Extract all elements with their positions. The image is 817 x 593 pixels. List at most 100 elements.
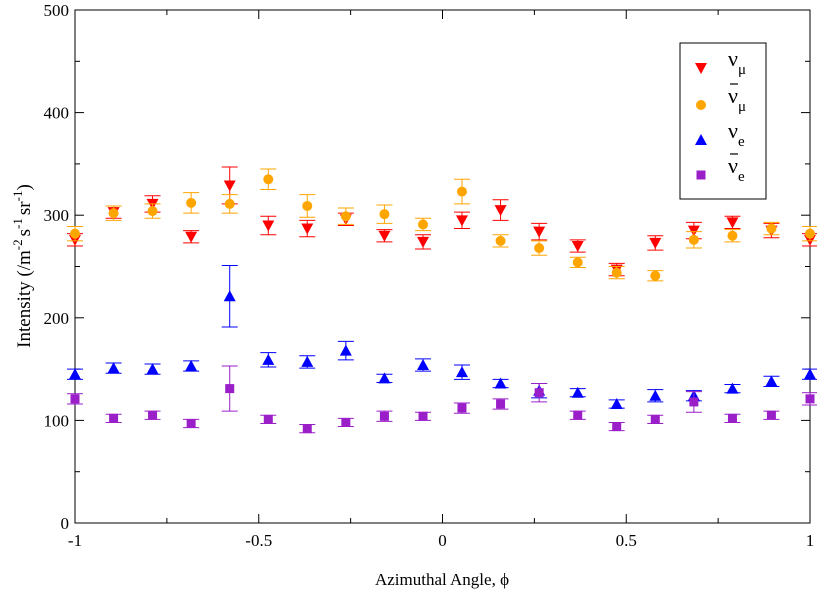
legend-marker: [696, 100, 706, 110]
data-point: [494, 377, 507, 389]
x-tick-label: 0.5: [616, 531, 637, 550]
data-point: [223, 180, 236, 192]
data-point: [456, 186, 467, 197]
legend-label-main: ν: [728, 83, 738, 108]
legend-label: νμ: [728, 46, 746, 78]
data-point: [302, 424, 312, 434]
data-point: [805, 228, 815, 239]
data-point: [495, 235, 506, 246]
x-tick-label: -1: [68, 531, 82, 550]
data-point: [340, 211, 351, 222]
data-point: [379, 209, 390, 220]
data-point: [224, 198, 235, 209]
legend-box: [679, 42, 767, 200]
data-point: [186, 418, 196, 428]
data-point: [650, 414, 660, 424]
x-tick-label: 1: [806, 531, 815, 550]
axis-ticks: -1 -0.5 0 0.5 1 0 100 200 300 400 500: [44, 1, 815, 550]
x-tick-label: -0.5: [245, 531, 272, 550]
data-point: [417, 358, 430, 370]
data-point: [804, 368, 816, 380]
data-point: [339, 344, 352, 356]
legend-label-main: ν: [728, 153, 738, 178]
legend-label-sub: e: [738, 134, 745, 150]
data-point: [571, 386, 584, 398]
data-point: [223, 290, 236, 302]
data-point: [766, 223, 777, 234]
data-point: [341, 417, 351, 427]
data-point: [108, 208, 119, 219]
y-axis-label-base: Intensity (/m: [14, 250, 35, 348]
legend-label-sub: μ: [738, 99, 746, 115]
data-series: [67, 166, 817, 434]
data-point: [650, 270, 661, 281]
data-point: [649, 389, 662, 401]
data-point: [262, 220, 275, 232]
data-point: [726, 217, 739, 229]
data-point: [379, 411, 389, 421]
legend-label-main: ν: [728, 46, 738, 71]
data-point: [612, 422, 622, 432]
data-point: [263, 174, 274, 185]
y-axis-label-sup2: -1: [10, 218, 25, 229]
y-axis-label-sup1: -2: [10, 239, 25, 250]
data-point: [107, 362, 120, 374]
legend-label-sub: e: [738, 169, 745, 185]
data-point: [301, 223, 314, 235]
data-point: [496, 399, 506, 409]
legend-marker: [696, 170, 706, 180]
legend-label-sub: μ: [738, 62, 746, 78]
y-axis-label-close: ): [14, 184, 35, 190]
data-point: [455, 366, 468, 378]
data-point: [727, 230, 738, 241]
data-point: [185, 360, 198, 372]
data-point: [766, 410, 776, 420]
x-tick-label: 0: [438, 531, 447, 550]
series-3: [67, 264, 817, 409]
data-point: [494, 205, 507, 217]
data-point: [263, 414, 273, 424]
data-point: [533, 226, 546, 238]
series-4: [67, 365, 817, 434]
data-point: [378, 230, 391, 242]
data-point: [689, 397, 699, 407]
data-point: [262, 353, 275, 365]
legend-label: νe: [728, 153, 745, 185]
data-point: [147, 206, 158, 217]
y-tick-label: 400: [44, 104, 70, 123]
data-point: [726, 382, 739, 394]
data-point: [611, 267, 622, 278]
legend-label: νe: [728, 118, 745, 150]
y-axis-label-sr: sr: [14, 201, 35, 215]
data-point: [610, 397, 623, 409]
data-point: [417, 236, 430, 248]
data-point: [302, 200, 313, 211]
y-tick-label: 100: [44, 411, 70, 430]
data-point: [457, 403, 467, 413]
data-point: [70, 228, 80, 239]
data-point: [70, 394, 80, 404]
data-point: [572, 257, 583, 268]
y-tick-label: 0: [61, 514, 70, 533]
legend-label-main: ν: [728, 118, 738, 143]
data-point: [571, 240, 584, 252]
data-point: [727, 413, 737, 423]
data-point: [455, 215, 468, 227]
legend-label: νμ: [728, 83, 746, 115]
data-point: [805, 394, 815, 404]
data-point: [301, 355, 314, 367]
x-axis-label: Azimuthal Angle, ϕ: [375, 570, 509, 589]
data-point: [146, 363, 159, 375]
data-point: [534, 388, 544, 398]
legend-marker: [695, 134, 707, 145]
y-axis-label: Intensity (/m-2s-1sr-1): [10, 184, 35, 348]
series-2: [67, 168, 817, 282]
data-point: [109, 413, 119, 423]
data-point: [185, 231, 198, 243]
data-point: [688, 234, 699, 245]
data-point: [378, 372, 391, 384]
data-point: [418, 411, 428, 421]
y-tick-label: 500: [44, 1, 70, 20]
